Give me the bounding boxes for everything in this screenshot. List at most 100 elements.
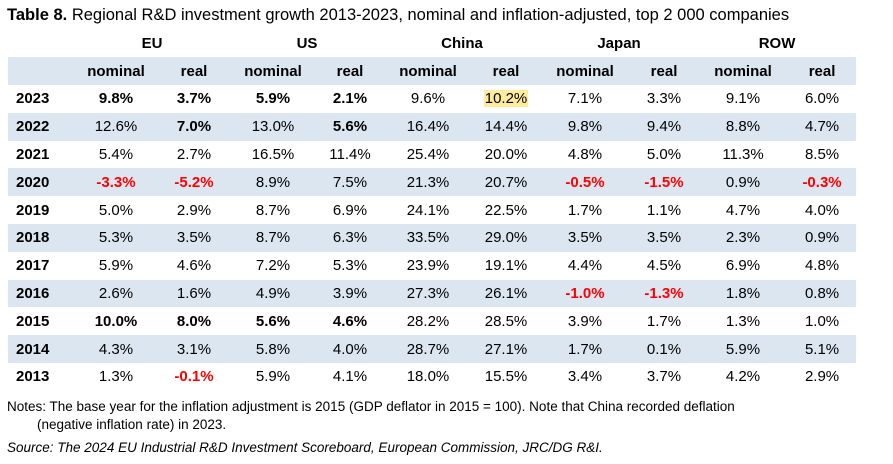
value-cell: 5.4% <box>98 145 134 163</box>
value-cell: -0.3% <box>802 173 842 191</box>
year-cell: 2018 <box>16 229 50 247</box>
value-cell: 1.6% <box>176 284 212 302</box>
year-cell: 2017 <box>16 257 50 275</box>
table-notes: Notes: The base year for the inflation a… <box>7 398 887 434</box>
corner-cell <box>8 57 74 85</box>
year-cell: 2023 <box>16 90 50 108</box>
value-cell: 27.1% <box>484 340 528 358</box>
value-cell: 4.9% <box>255 284 291 302</box>
value-cell: 13.0% <box>251 118 295 136</box>
subheader: nominal <box>556 62 614 80</box>
value-cell: 3.4% <box>567 368 603 386</box>
value-cell: 4.7% <box>725 201 761 219</box>
subheader: real <box>492 62 520 80</box>
value-cell: 3.5% <box>567 229 603 247</box>
value-cell: 24.1% <box>406 201 450 219</box>
region-header: Japan <box>597 34 641 52</box>
value-cell: -3.3% <box>96 173 136 191</box>
value-cell: 1.7% <box>567 201 603 219</box>
value-cell: 0.9% <box>725 173 761 191</box>
value-cell: 4.0% <box>332 340 368 358</box>
value-cell: 25.4% <box>406 145 450 163</box>
value-cell: 0.1% <box>646 340 682 358</box>
value-cell: 33.5% <box>406 229 450 247</box>
subheader: nominal <box>714 62 772 80</box>
value-cell: 1.0% <box>804 312 840 330</box>
value-cell: 3.9% <box>567 312 603 330</box>
value-cell: 1.7% <box>567 340 603 358</box>
value-cell: 3.9% <box>332 284 368 302</box>
value-cell: 0.8% <box>804 284 840 302</box>
value-cell: 15.5% <box>484 368 528 386</box>
value-cell: 7.1% <box>567 90 603 108</box>
year-cell: 2014 <box>16 340 50 358</box>
year-cell: 2022 <box>16 118 50 136</box>
value-cell: 22.5% <box>484 201 528 219</box>
value-cell: 3.1% <box>176 340 212 358</box>
notes-line-1: Notes: The base year for the inflation a… <box>7 399 735 414</box>
value-cell: 19.1% <box>484 257 528 275</box>
value-cell: 1.1% <box>646 201 682 219</box>
value-cell: 5.1% <box>804 340 840 358</box>
value-cell: 1.8% <box>725 284 761 302</box>
value-cell: 21.3% <box>406 173 450 191</box>
table-row: 2019 5.0% 2.9% 8.7% 6.9% 24.1% 22.5% 1.7… <box>8 196 856 224</box>
value-cell: 10.2% <box>472 85 540 113</box>
year-cell: 2019 <box>16 201 50 219</box>
subheader: real <box>808 62 836 80</box>
table-row: 2013 1.3% -0.1% 5.9% 4.1% 18.0% 15.5% 3.… <box>8 363 856 391</box>
table-row: 2018 5.3% 3.5% 8.7% 6.3% 33.5% 29.0% 3.5… <box>8 223 857 252</box>
value-cell: -1.5% <box>644 173 684 191</box>
table-row: 2014 4.3% 3.1% 5.8% 4.0% 28.7% 27.1% 1.7… <box>8 335 857 363</box>
value-cell: 28.5% <box>484 312 528 330</box>
table-row: 2017 5.9% 4.6% 7.2% 5.3% 23.9% 19.1% 4.4… <box>8 252 856 280</box>
value-cell: -5.2% <box>174 173 214 191</box>
value-cell: 6.0% <box>804 90 840 108</box>
value-cell: 20.0% <box>484 145 528 163</box>
subheader: real <box>180 62 208 80</box>
value-cell: 16.5% <box>251 145 295 163</box>
value-cell: 8.5% <box>804 145 840 163</box>
subheader: nominal <box>244 62 302 80</box>
table-row: 2020 -3.3% -5.2% 8.9% 7.5% 21.3% 20.7% -… <box>8 168 857 197</box>
value-cell: 8.8% <box>725 118 761 136</box>
table-row: 2021 5.4% 2.7% 16.5% 11.4% 25.4% 20.0% 4… <box>8 141 856 169</box>
value-cell: 2.9% <box>804 368 840 386</box>
value-cell: 2.6% <box>98 284 134 302</box>
table-row: 2016 2.6% 1.6% 4.9% 3.9% 27.3% 26.1% -1.… <box>8 279 857 308</box>
value-cell: 7.2% <box>255 257 291 275</box>
corner-cell <box>8 29 74 57</box>
region-header: US <box>296 34 318 52</box>
year-cell: 2013 <box>16 368 50 386</box>
value-cell: 9.8% <box>98 90 134 108</box>
table-source: Source: The 2024 EU Industrial R&D Inves… <box>7 440 603 455</box>
value-cell: 28.2% <box>406 312 450 330</box>
value-cell: 27.3% <box>406 284 450 302</box>
value-cell: 2.9% <box>176 201 212 219</box>
subheader-row: nominal real nominal real nominal real n… <box>8 57 857 85</box>
notes-line-2: (negative inflation rate) in 2023. <box>37 417 227 432</box>
value-cell: 4.6% <box>332 312 368 330</box>
highlighted-value: 10.2% <box>483 90 529 108</box>
value-cell: 29.0% <box>484 229 528 247</box>
value-cell: 11.3% <box>722 145 764 163</box>
value-cell: 4.8% <box>567 145 603 163</box>
value-cell: 8.7% <box>255 229 291 247</box>
value-cell: 3.7% <box>646 368 682 386</box>
value-cell: -1.0% <box>565 284 605 302</box>
value-cell: 4.2% <box>725 368 761 386</box>
subheader: real <box>336 62 364 80</box>
value-cell: 4.7% <box>804 118 840 136</box>
value-cell: 1.3% <box>98 368 134 386</box>
value-cell: -1.3% <box>644 284 684 302</box>
value-cell: -0.5% <box>565 173 605 191</box>
value-cell: 3.5% <box>176 229 212 247</box>
value-cell: 2.3% <box>725 229 761 247</box>
value-cell: 8.7% <box>255 201 291 219</box>
value-cell: 6.9% <box>725 257 761 275</box>
value-cell: 4.5% <box>646 257 682 275</box>
value-cell: 5.9% <box>725 340 761 358</box>
value-cell: 16.4% <box>406 118 450 136</box>
region-header: EU <box>141 34 163 52</box>
value-cell: 9.1% <box>725 90 761 108</box>
